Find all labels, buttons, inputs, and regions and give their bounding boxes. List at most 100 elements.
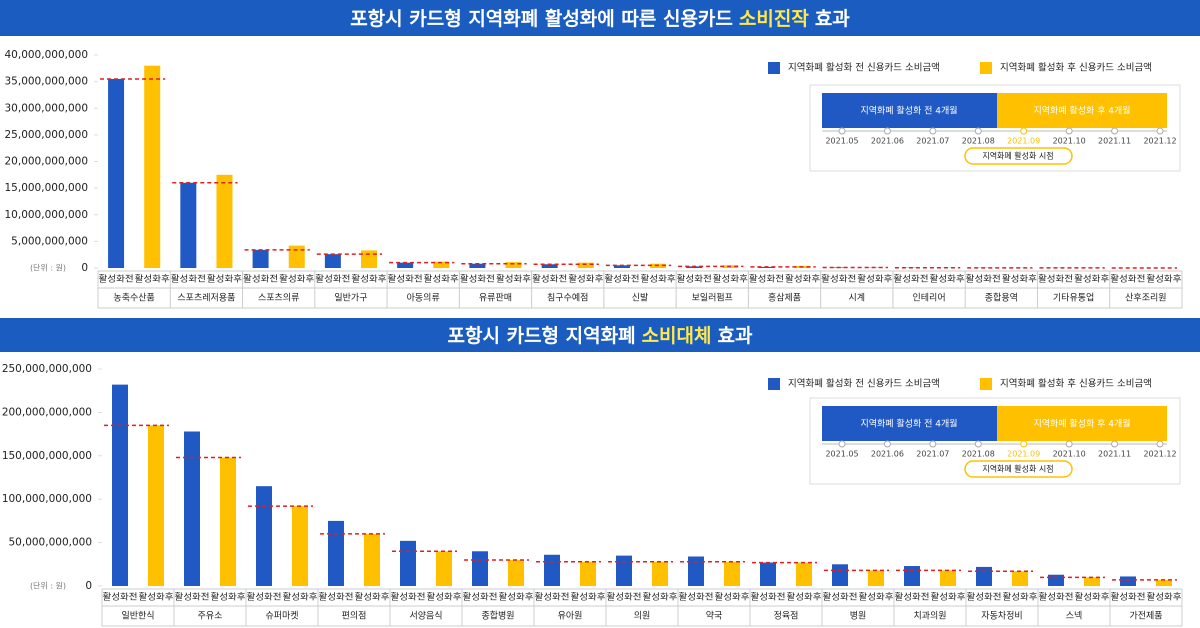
timeline-date: 2021.10 <box>1053 450 1086 459</box>
timeline-after-label: 지역화폐 활성화 후 4개월 <box>1033 105 1130 117</box>
x-tick-label: 병원 <box>850 611 867 622</box>
x-tick-label: 인테리어 <box>913 293 946 304</box>
bar <box>397 262 414 268</box>
sub-label: 활성화후 <box>355 592 390 603</box>
bar <box>832 564 848 586</box>
timeline-dot <box>1020 440 1028 448</box>
legend-swatch <box>980 62 992 74</box>
legend-label: 지역화폐 활성화 후 신용카드 소비금액 <box>1000 62 1152 74</box>
sub-label: 활성화전 <box>388 274 423 285</box>
y-tick-label: 5,000,000,000 <box>11 235 88 247</box>
timeline-before-label: 지역화폐 활성화 전 4개월 <box>860 418 957 430</box>
x-tick-label: 침구수예점 <box>547 292 588 304</box>
y-tick-label: 30,000,000,000 <box>5 102 89 114</box>
timeline-dot <box>838 440 846 448</box>
bar <box>108 78 125 269</box>
sub-label: 활성화전 <box>607 592 642 603</box>
sub-label: 활성화후 <box>139 592 174 603</box>
sub-label: 활성화후 <box>1074 274 1109 285</box>
sub-label: 활성화후 <box>135 274 170 285</box>
sub-label: 활성화후 <box>427 592 462 603</box>
bar <box>541 264 558 268</box>
timeline-after <box>997 406 1167 441</box>
bar <box>760 562 776 586</box>
bar <box>361 250 377 268</box>
x-tick-label: 시계 <box>849 292 866 304</box>
timeline-date: 2021.09 <box>1007 450 1040 459</box>
timeline-date: 2021.11 <box>1098 450 1131 459</box>
timeline-after-label: 지역화폐 활성화 후 4개월 <box>1033 418 1130 430</box>
sub-label: 활성화후 <box>1147 592 1182 603</box>
bar <box>180 182 197 268</box>
timeline-dot <box>929 440 937 448</box>
bar <box>148 425 164 586</box>
bar <box>1048 574 1064 586</box>
bar <box>112 384 128 586</box>
bar <box>252 249 269 268</box>
title-part: 포항시 카드형 지역화폐 <box>448 325 636 347</box>
bar <box>144 65 161 269</box>
x-tick-label: 편의점 <box>342 610 367 622</box>
bar <box>472 551 488 586</box>
sub-label: 활성화전 <box>1111 592 1146 603</box>
title-part: 포항시 카드형 지역화폐 활성화에 따른 신용카드 <box>350 8 733 30</box>
timeline-marker-label: 지역화폐 활성화 시점 <box>982 151 1053 161</box>
sub-label: 활성화전 <box>391 592 426 603</box>
sub-label: 활성화후 <box>1002 274 1037 285</box>
sub-label: 활성화후 <box>857 274 892 285</box>
bar <box>216 174 233 268</box>
bar <box>364 533 380 586</box>
sub-label: 활성화후 <box>207 274 242 285</box>
bar <box>1156 579 1172 586</box>
x-tick-label: 치과의원 <box>913 610 946 622</box>
timeline-date: 2021.05 <box>825 137 858 146</box>
bar <box>1012 571 1028 586</box>
y-tick-label: 25,000,000,000 <box>5 129 89 141</box>
sub-label: 활성화후 <box>568 274 603 285</box>
timeline-dot <box>1020 127 1028 135</box>
sub-label: 활성화후 <box>1003 592 1038 603</box>
bar <box>613 265 630 268</box>
sub-label: 활성화후 <box>351 274 386 285</box>
sub-label: 활성화전 <box>895 592 930 603</box>
bar <box>1084 577 1100 586</box>
timeline-date: 2021.10 <box>1053 137 1086 146</box>
timeline-date: 2021.07 <box>916 450 949 459</box>
timeline-date: 2021.12 <box>1143 450 1176 459</box>
bar <box>324 254 341 268</box>
x-tick-label: 보일러펌프 <box>692 292 733 304</box>
chart-title: 포항시 카드형 지역화폐 소비대체 효과 <box>448 325 753 347</box>
timeline-dot <box>883 440 891 448</box>
timeline-dot <box>974 127 982 135</box>
bar <box>868 570 884 586</box>
legend-swatch <box>980 378 992 390</box>
timeline-dot <box>1156 440 1164 448</box>
x-tick-label: 종합병원 <box>481 611 514 622</box>
bar <box>505 262 522 268</box>
x-tick-label: 서양음식 <box>409 611 442 622</box>
legend-label: 지역화폐 활성화 후 신용카드 소비금액 <box>1000 378 1152 390</box>
bar <box>940 570 956 586</box>
sub-label: 활성화전 <box>175 592 210 603</box>
sub-label: 활성화후 <box>1146 274 1181 285</box>
x-tick-label: 주유소 <box>198 611 223 622</box>
x-tick-label: 홍삼제품 <box>768 292 801 304</box>
sub-label: 활성화전 <box>749 274 784 285</box>
x-tick-label: 일반한식 <box>121 611 154 622</box>
sub-label: 활성화전 <box>893 274 928 285</box>
title-part: 소비진작 <box>739 8 809 30</box>
bar <box>328 520 344 586</box>
sub-label: 활성화후 <box>930 274 965 285</box>
sub-label: 활성화전 <box>1110 274 1145 285</box>
sub-label: 활성화후 <box>211 592 246 603</box>
timeline-before <box>822 93 997 128</box>
legend-swatch <box>768 378 780 390</box>
sub-label: 활성화후 <box>1075 592 1110 603</box>
bar <box>796 562 812 586</box>
sub-label: 활성화전 <box>751 592 786 603</box>
y-tick-label: 40,000,000,000 <box>5 49 89 61</box>
bar <box>433 261 450 268</box>
timeline-date: 2021.07 <box>916 137 949 146</box>
timeline-date: 2021.05 <box>825 450 858 459</box>
